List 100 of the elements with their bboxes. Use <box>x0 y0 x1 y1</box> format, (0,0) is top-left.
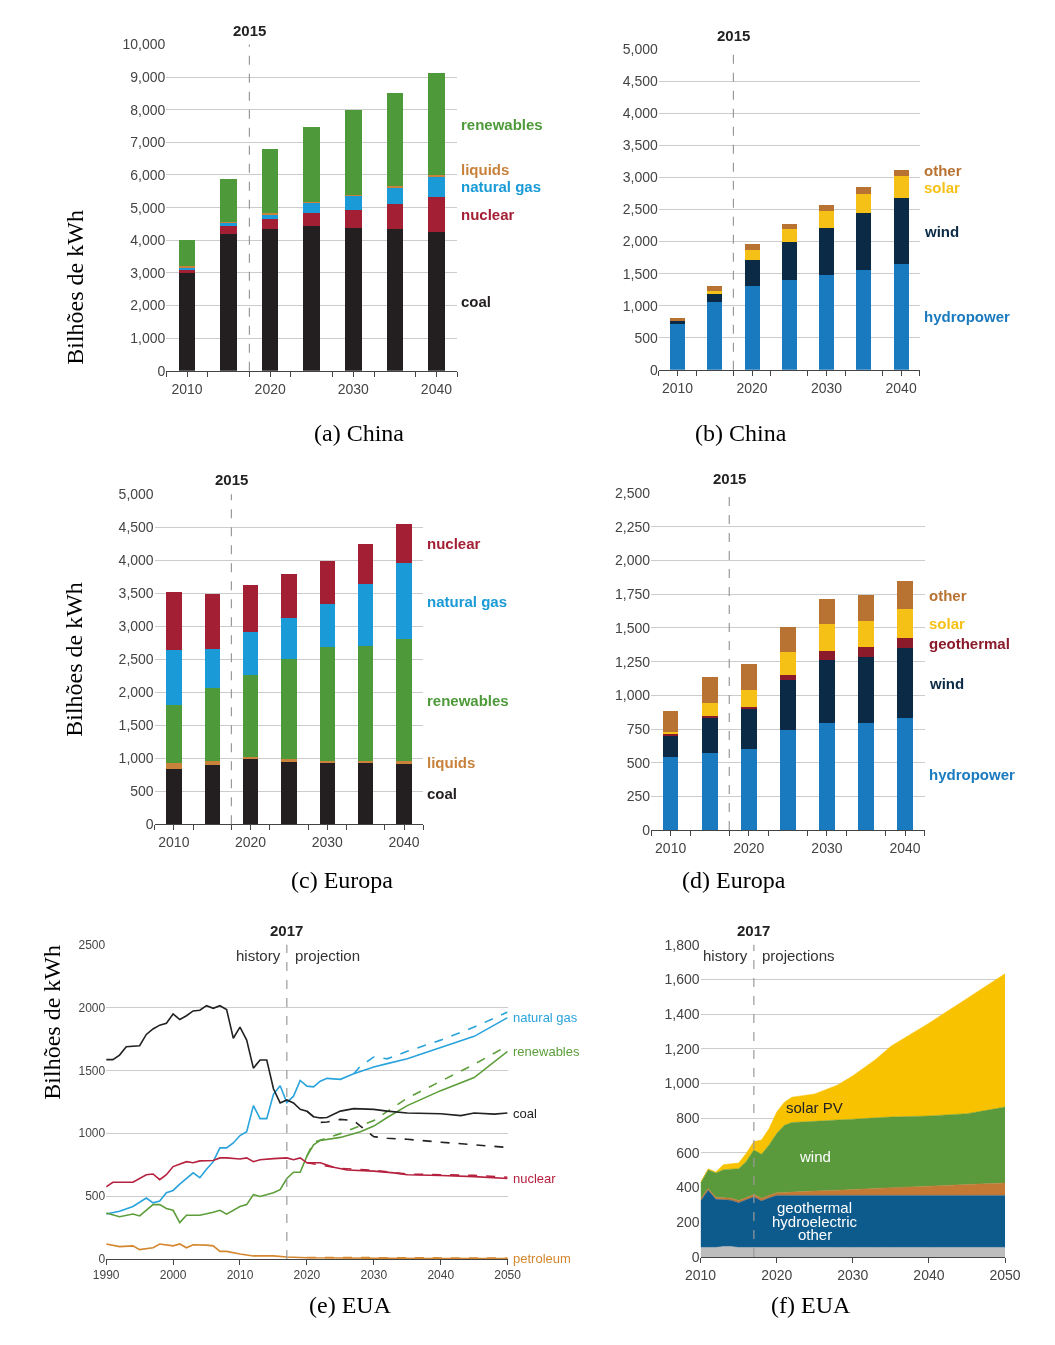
bar <box>893 264 909 370</box>
y-tick-label: 2,500 <box>622 201 659 218</box>
y-tick-label: 200 <box>676 1214 700 1231</box>
y-axis-title: Bilhões de kWh <box>39 945 65 1100</box>
bar <box>242 632 259 675</box>
bar <box>744 259 760 287</box>
annotation: history <box>236 947 281 964</box>
bar <box>428 175 445 198</box>
y-tick-label: 1,000 <box>622 297 659 314</box>
y-tick-label: 2,500 <box>615 485 651 502</box>
bar <box>281 659 297 760</box>
x-tick-label: 2040 <box>427 1268 455 1283</box>
bar <box>701 677 718 703</box>
text: 2015 <box>215 471 249 488</box>
y-tick-label: 3,500 <box>622 137 659 154</box>
bar <box>303 226 321 371</box>
text: 2015 <box>717 27 751 44</box>
bar <box>819 660 835 723</box>
x-tick-label: 2030 <box>811 840 843 856</box>
bar <box>396 523 412 564</box>
x-tick-label: 2020 <box>254 380 286 397</box>
series-label: wind <box>799 1148 831 1165</box>
series-label: natural gas <box>427 593 508 610</box>
y-tick-label: 1,500 <box>615 619 651 636</box>
bar <box>204 593 220 649</box>
bar <box>662 711 679 732</box>
series-label: liquids <box>461 161 510 178</box>
x-tick-label: 2010 <box>158 834 190 851</box>
bar <box>396 563 412 640</box>
x-tick-label: 2020 <box>761 1266 793 1283</box>
series-label: nuclear <box>461 206 515 223</box>
bar <box>893 198 909 264</box>
bar <box>819 624 835 652</box>
x-tick-label: 2040 <box>889 840 921 856</box>
y-tick-label: 1,200 <box>664 1040 700 1057</box>
x-tick-label: 2000 <box>159 1268 187 1283</box>
bar <box>893 169 909 177</box>
bar <box>166 592 182 650</box>
bar <box>780 651 796 675</box>
bar <box>780 679 796 731</box>
x-tick-label: 2020 <box>736 379 768 396</box>
bar <box>707 302 723 370</box>
bar <box>819 651 835 661</box>
x-tick-label: 2030 <box>360 1268 388 1283</box>
y-tick-label: 0 <box>642 822 651 838</box>
bar <box>178 240 196 267</box>
y-tick-label: 4,000 <box>622 105 659 122</box>
y-tick-label: 1,600 <box>664 971 700 988</box>
y-axis-title: Bilhões de kWh <box>61 582 88 737</box>
bar <box>662 756 679 831</box>
y-tick-label: 10,000 <box>122 36 166 53</box>
bar <box>319 603 335 648</box>
bar <box>319 560 335 604</box>
y-tick-label: 1,000 <box>118 750 154 767</box>
bar <box>670 323 685 370</box>
series-label: geothermal <box>777 1199 853 1216</box>
y-tick-label: 1500 <box>78 1063 106 1078</box>
bar <box>744 286 760 370</box>
series-label: coal <box>427 785 458 802</box>
y-tick-label: 2,000 <box>615 552 651 569</box>
y-tick-label: 3,500 <box>118 585 154 602</box>
bar <box>819 205 835 212</box>
y-tick-label: 1,000 <box>615 687 651 704</box>
series-label: wind <box>929 675 965 692</box>
bar <box>856 194 872 214</box>
bar <box>166 649 182 706</box>
y-tick-label: 1,500 <box>118 717 154 734</box>
series-label: other <box>798 1226 833 1243</box>
series-label: solar <box>924 179 961 196</box>
x-tick-label: 2020 <box>733 840 765 856</box>
x-tick-label: 2010 <box>661 379 694 396</box>
series-label: renewables <box>513 1044 580 1059</box>
y-tick-label: 3,000 <box>622 169 659 186</box>
y-tick-label: 6,000 <box>130 166 166 183</box>
bar <box>396 763 412 825</box>
bar <box>242 675 259 757</box>
bar <box>303 212 321 227</box>
x-tick-label: 2030 <box>810 379 843 396</box>
series-label: renewables <box>427 692 509 709</box>
x-tick-label: 2010 <box>685 1266 717 1283</box>
y-tick-label: 1,500 <box>622 265 659 282</box>
bar <box>204 761 220 766</box>
series-label: hydropower <box>929 766 1015 783</box>
bar <box>781 229 797 243</box>
y-tick-label: 2,250 <box>615 518 651 535</box>
bar <box>396 761 412 765</box>
bar <box>303 127 321 203</box>
bar <box>386 228 404 371</box>
bar <box>220 225 237 234</box>
bar <box>740 664 757 690</box>
y-tick-label: 500 <box>634 329 659 346</box>
y-tick-label: 4,000 <box>118 552 154 569</box>
x-tick-label: 2040 <box>420 380 453 397</box>
bar <box>707 286 723 291</box>
y-tick-label: 4,500 <box>622 73 659 90</box>
bar <box>204 688 220 762</box>
bar <box>166 705 182 763</box>
bar <box>819 274 835 370</box>
bar <box>740 689 757 707</box>
bar <box>897 609 913 639</box>
